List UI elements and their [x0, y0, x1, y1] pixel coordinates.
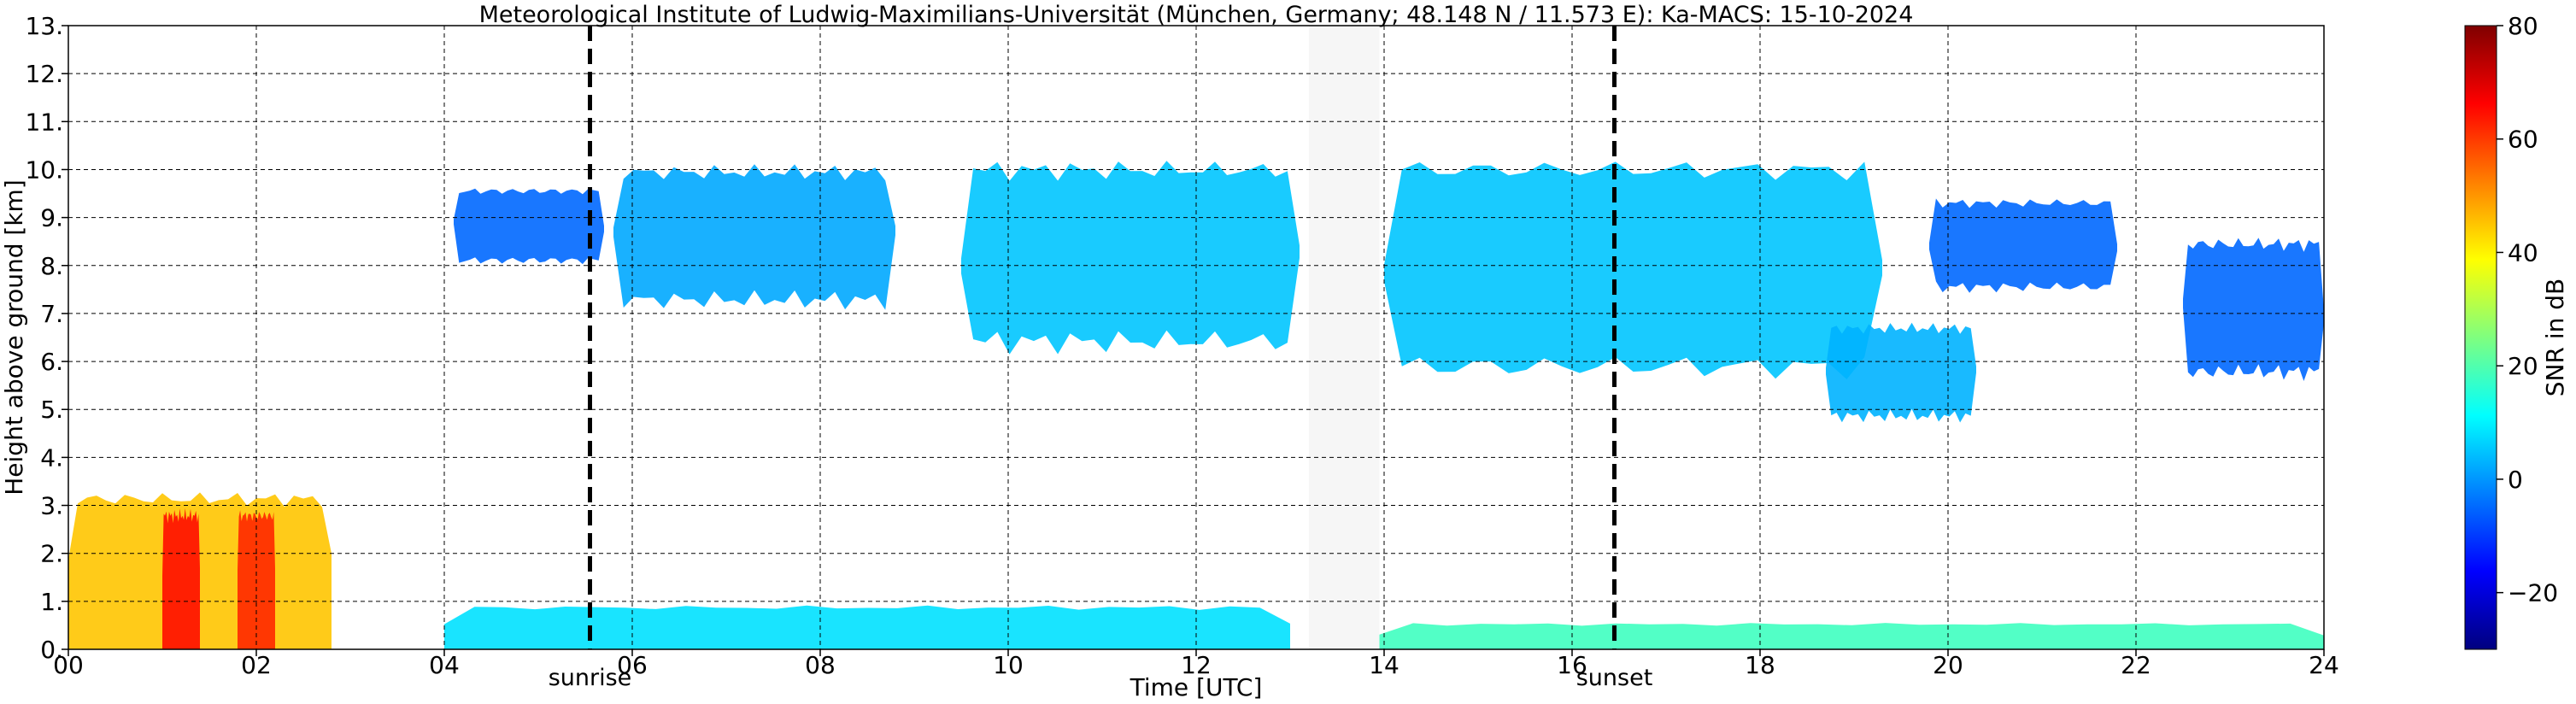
colorbar-tick-label: 0	[2508, 466, 2523, 494]
x-tick-label: 22	[2121, 651, 2151, 679]
y-tick-label: 13.	[25, 12, 63, 40]
radar-echo-layer	[68, 161, 2324, 649]
y-tick-label: 5.	[40, 396, 63, 424]
y-tick-label: 3.	[40, 492, 63, 520]
y-axis-label: Height above ground [km]	[0, 179, 28, 496]
chart-title: Meteorological Institute of Ludwig-Maxim…	[479, 2, 1914, 28]
y-tick-label: 12.	[25, 60, 63, 88]
x-tick-label: 04	[429, 651, 460, 679]
colorbar-tick-label: 20	[2508, 352, 2538, 380]
colorbar-tick-label: 80	[2508, 12, 2538, 40]
x-tick-label: 08	[805, 651, 836, 679]
colorbar-tick-label: 60	[2508, 126, 2538, 154]
colorbar: 80 60 40 20 0 −20 SNR in dB	[2464, 12, 2569, 650]
echo-region	[2183, 238, 2324, 381]
echo-region	[613, 164, 895, 310]
colorbar-gradient	[2464, 25, 2497, 650]
echo-region	[162, 507, 200, 649]
colorbar-label: SNR in dB	[2541, 279, 2569, 396]
x-tick-label: 06	[617, 651, 648, 679]
x-tick-label: 00	[53, 651, 84, 679]
y-tick-label: 2.	[40, 540, 63, 568]
x-tick-label: 20	[1933, 651, 1963, 679]
colorbar-tick-label: 40	[2508, 238, 2538, 267]
y-tick-label: 9.	[40, 204, 63, 232]
colorbar-ticks: 80 60 40 20 0 −20	[2497, 12, 2558, 607]
y-axis-ticks: 0. 1. 2. 3. 4. 5. 6. 7. 8. 9. 10. 11. 12. 13.	[25, 12, 68, 664]
sun-markers: sunrise sunset	[549, 26, 1653, 691]
echo-region	[1826, 322, 1976, 423]
x-tick-label: 16	[1557, 651, 1587, 679]
x-axis-ticks: 00 02 04 06 08 10 12 14 16 18 20 22 24	[53, 649, 2339, 679]
data-gap-region	[1309, 26, 1380, 649]
echo-region	[1379, 623, 2324, 649]
colorbar-tick-label: −20	[2508, 579, 2558, 607]
sun-marker-label: sunset	[1576, 665, 1653, 691]
x-tick-label: 10	[993, 651, 1024, 679]
echo-region	[1929, 198, 2117, 293]
x-tick-label: 02	[241, 651, 272, 679]
echo-region	[1384, 161, 1882, 379]
sun-marker-label: sunrise	[549, 665, 632, 691]
y-tick-label: 0.	[40, 636, 63, 664]
y-tick-label: 11.	[25, 108, 63, 136]
y-tick-label: 8.	[40, 252, 63, 280]
echo-region	[961, 161, 1300, 355]
grid-lines	[68, 26, 2324, 649]
y-tick-label: 6.	[40, 348, 63, 376]
y-tick-label: 4.	[40, 443, 63, 472]
x-tick-label: 24	[2309, 651, 2339, 679]
x-tick-label: 12	[1181, 651, 1212, 679]
echo-region	[444, 605, 1290, 649]
y-tick-label: 10.	[25, 155, 63, 184]
y-tick-label: 1.	[40, 588, 63, 616]
x-tick-label: 18	[1745, 651, 1775, 679]
echo-region	[454, 188, 604, 265]
x-tick-label: 14	[1369, 651, 1399, 679]
x-axis-label: Time [UTC]	[1130, 673, 1263, 701]
y-tick-label: 7.	[40, 300, 63, 328]
